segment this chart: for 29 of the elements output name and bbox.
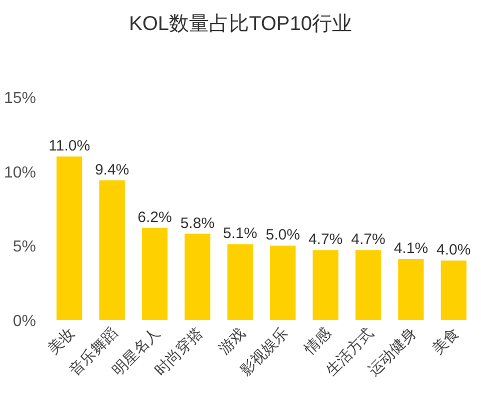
y-tick-label: 10% [4, 164, 36, 182]
bar [56, 156, 82, 320]
y-tick-label: 15% [4, 90, 36, 107]
x-tick-label: 美妆 [44, 324, 78, 358]
data-label: 5.0% [266, 226, 300, 244]
bar [270, 246, 296, 320]
bar [227, 244, 253, 320]
data-label: 6.2% [138, 208, 172, 226]
data-label: 5.8% [180, 214, 215, 232]
bar [440, 260, 466, 320]
data-label: 5.1% [223, 225, 258, 242]
x-tick-label: 情感 [300, 324, 334, 359]
data-label: 4.7% [308, 231, 343, 248]
bar [184, 234, 210, 320]
data-label: 4.0% [436, 242, 471, 259]
bar [398, 259, 424, 320]
data-label: 11.0% [48, 137, 90, 154]
data-label: 4.1% [394, 240, 428, 258]
chart-title: KOL数量占比TOP10行业 [128, 13, 352, 35]
bar [142, 228, 168, 320]
data-label: 9.4% [94, 161, 130, 178]
bar [312, 250, 338, 320]
bar [99, 180, 125, 320]
y-tick-label: 5% [12, 238, 36, 256]
data-label: 4.7% [351, 231, 386, 248]
bar [355, 250, 382, 320]
x-tick-label: 游戏 [216, 324, 249, 358]
x-tick-label: 美食 [429, 324, 462, 358]
y-tick-label: 0% [12, 313, 36, 330]
